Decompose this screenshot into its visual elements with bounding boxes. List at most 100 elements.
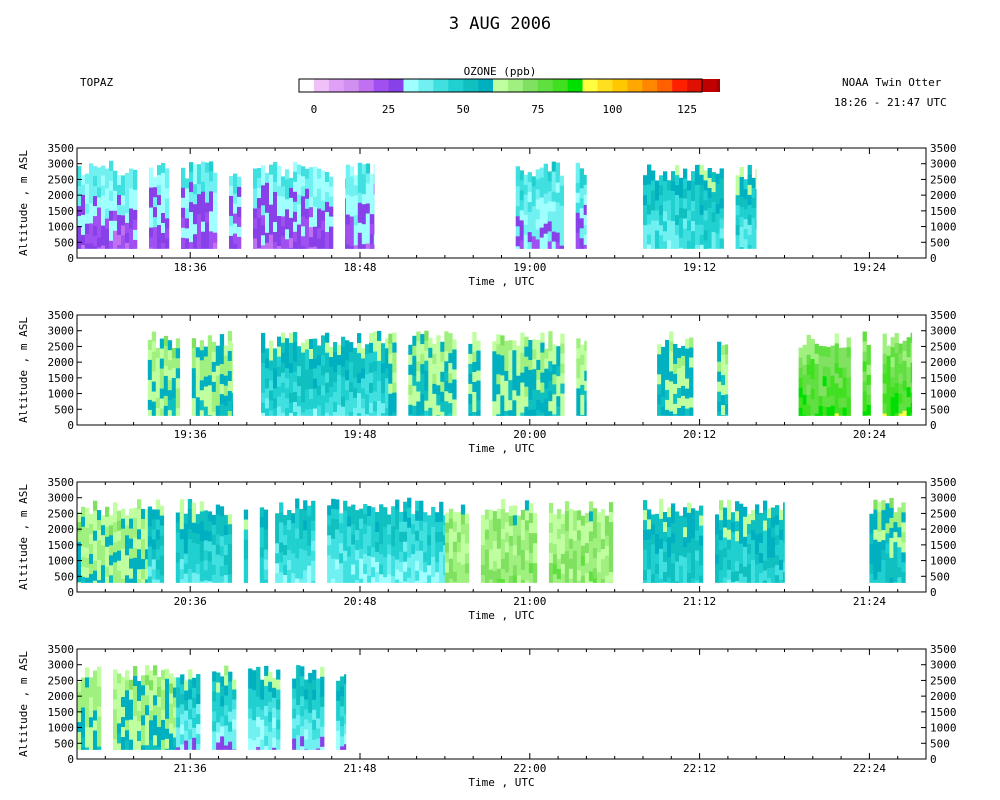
x-axis-label: Time , UTC <box>468 776 534 789</box>
y-tick-label: 3000 <box>48 492 75 505</box>
y-tick-label-right: 0 <box>930 586 937 599</box>
y-tick-label-right: 500 <box>930 737 950 750</box>
y-tick-label: 2500 <box>48 507 75 520</box>
colorbar-swatch <box>313 79 330 92</box>
y-tick-label-right: 2500 <box>930 340 957 353</box>
colorbar-swatch <box>328 79 345 92</box>
y-tick-label-right: 3500 <box>930 142 957 155</box>
y-tick-label: 500 <box>54 737 74 750</box>
colorbar-swatch <box>597 79 613 92</box>
x-tick-label: 19:00 <box>513 261 546 274</box>
colorbar-swatch <box>612 79 628 92</box>
y-tick-label: 2000 <box>48 523 75 536</box>
ozone-data-block <box>77 499 149 583</box>
y-tick-label-right: 500 <box>930 403 950 416</box>
x-tick-label: 21:12 <box>683 595 716 608</box>
colorbar-title: OZONE (ppb) <box>463 65 537 78</box>
y-tick-label-right: 1500 <box>930 205 957 218</box>
y-tick-label-right: 1500 <box>930 539 957 552</box>
x-tick-label: 20:36 <box>174 595 207 608</box>
y-tick-label: 2500 <box>48 674 75 687</box>
ozone-data-block <box>643 498 785 583</box>
y-tick-label-right: 3000 <box>930 325 957 338</box>
colorbar-swatch <box>493 79 509 92</box>
y-tick-label: 3000 <box>48 158 75 171</box>
y-tick-label-right: 500 <box>930 570 950 583</box>
y-tick-label-right: 2500 <box>930 173 957 186</box>
colorbar-tick-label: 25 <box>382 103 395 116</box>
y-tick-label: 2500 <box>48 173 75 186</box>
instrument-label: TOPAZ <box>80 76 114 89</box>
y-tick-label-right: 1500 <box>930 372 957 385</box>
y-tick-label: 2000 <box>48 356 75 369</box>
y-tick-label-right: 1500 <box>930 706 957 719</box>
colorbar-swatch <box>552 79 568 92</box>
ozone-panel-3: 20:36 20:48 21:00 21:12 21:24 Time , UTC 0 0 500… <box>17 476 957 622</box>
colorbar-swatch <box>716 79 720 92</box>
y-tick-label: 1000 <box>48 722 75 735</box>
colorbar-swatch <box>642 79 658 92</box>
x-tick-label: 19:48 <box>343 428 376 441</box>
colorbar-swatch <box>418 79 434 92</box>
y-tick-label-right: 3000 <box>930 659 957 672</box>
x-tick-label: 22:24 <box>853 762 886 775</box>
colorbar-swatch <box>672 79 688 92</box>
ozone-data-block <box>147 499 269 583</box>
colorbar-swatch <box>702 79 718 92</box>
y-tick-label-right: 1000 <box>930 388 957 401</box>
colorbar-tick-label: 75 <box>531 103 544 116</box>
x-tick-label: 21:00 <box>513 595 546 608</box>
colorbar-swatch <box>433 79 449 92</box>
x-axis-label: Time , UTC <box>468 275 534 288</box>
colorbar-swatch <box>299 79 315 92</box>
ozone-data-block <box>444 499 614 583</box>
x-tick-label: 19:36 <box>174 428 207 441</box>
y-tick-label: 3500 <box>48 309 75 322</box>
y-tick-label-right: 3000 <box>930 492 957 505</box>
colorbar-swatch <box>657 79 673 92</box>
ozone-data-block <box>869 497 906 583</box>
ozone-data-block <box>515 161 587 249</box>
y-tick-label: 3500 <box>48 142 75 155</box>
ozone-data-block <box>657 331 729 416</box>
colorbar-tick-label: 125 <box>677 103 697 116</box>
y-tick-label: 3500 <box>48 476 75 489</box>
y-tick-label: 1000 <box>48 555 75 568</box>
colorbar-swatch <box>522 79 539 92</box>
colorbar-swatch <box>463 79 479 92</box>
x-axis-label: Time , UTC <box>468 609 534 622</box>
colorbar-swatch <box>582 79 598 92</box>
ozone-data-block <box>388 330 587 416</box>
colorbar-swatch <box>343 79 360 92</box>
y-tick-label: 500 <box>54 236 74 249</box>
y-axis-label: Altitude , m ASL <box>17 150 30 256</box>
y-tick-label-right: 2000 <box>930 189 957 202</box>
y-axis-label: Altitude , m ASL <box>17 651 30 757</box>
x-tick-label: 20:48 <box>343 595 376 608</box>
panel-frame <box>76 648 927 760</box>
y-axis-label: Altitude , m ASL <box>17 317 30 423</box>
y-tick-label: 2000 <box>48 690 75 703</box>
page-title: 3 AUG 2006 <box>448 14 552 34</box>
y-tick-label-right: 2500 <box>930 507 957 520</box>
y-tick-label-right: 1000 <box>930 555 957 568</box>
y-tick-label-right: 3500 <box>930 309 957 322</box>
colorbar-swatch <box>537 79 554 92</box>
y-tick-label: 1500 <box>48 372 75 385</box>
x-tick-label: 18:36 <box>174 261 207 274</box>
colorbar-tick-label: 50 <box>457 103 470 116</box>
y-tick-label-right: 1000 <box>930 221 957 234</box>
x-tick-label: 20:12 <box>683 428 716 441</box>
y-tick-label: 0 <box>67 753 74 766</box>
colorbar-swatch <box>448 79 464 92</box>
ozone-data-block <box>77 665 177 750</box>
y-tick-label-right: 1000 <box>930 722 957 735</box>
x-axis-label: Time , UTC <box>468 442 534 455</box>
y-tick-label-right: 0 <box>930 252 937 265</box>
ozone-data-block <box>275 497 446 583</box>
y-tick-label: 2500 <box>48 340 75 353</box>
y-tick-label: 1000 <box>48 221 75 234</box>
y-tick-label: 2000 <box>48 189 75 202</box>
y-tick-label: 1500 <box>48 706 75 719</box>
